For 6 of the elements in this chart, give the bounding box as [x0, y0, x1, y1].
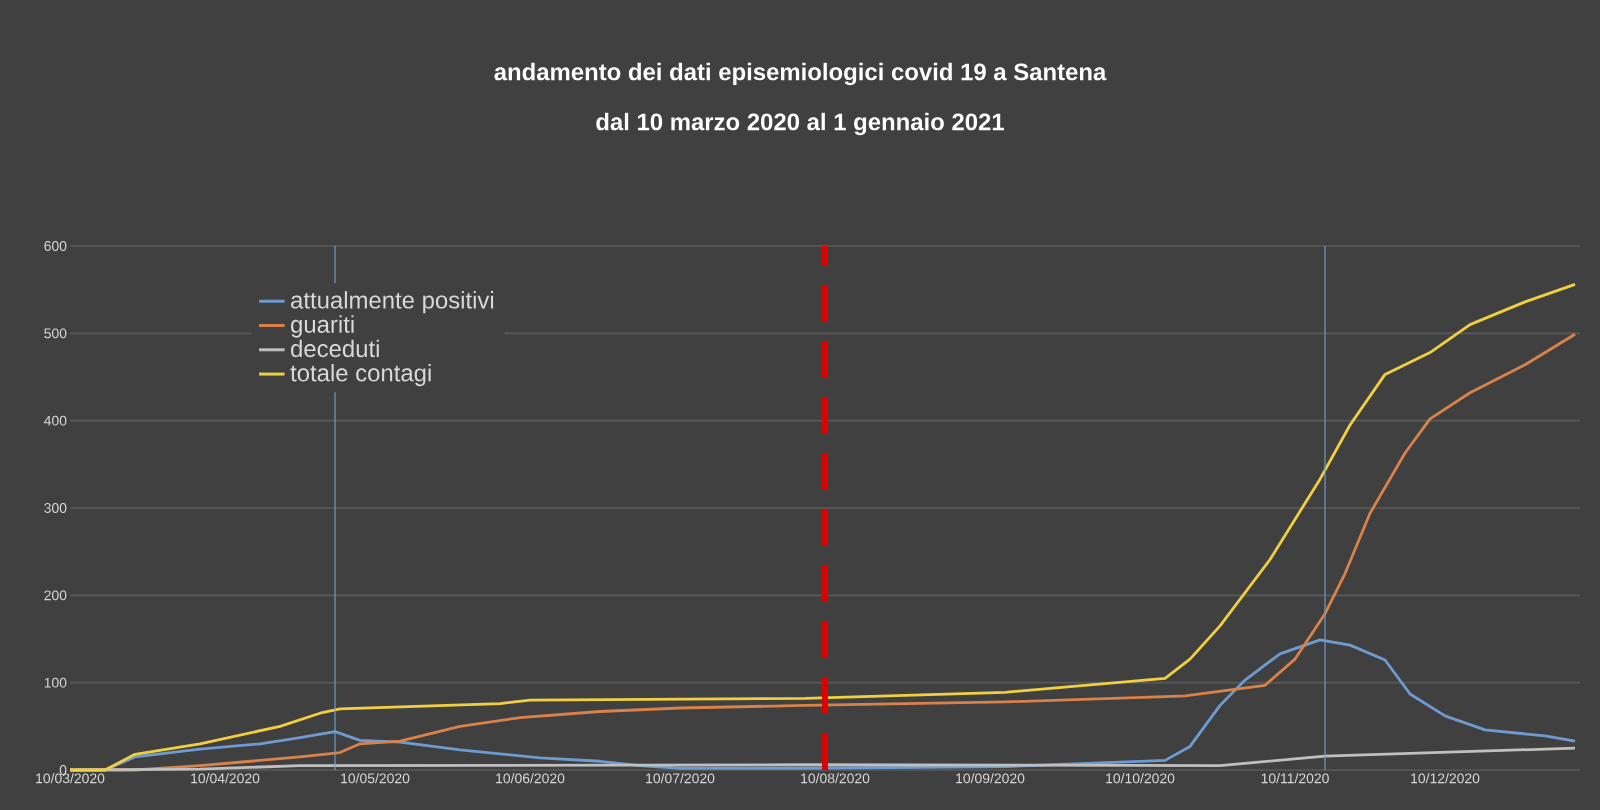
legend-label: totale contagi: [290, 363, 431, 387]
legend-label: guariti: [291, 315, 354, 338]
chart-subtitle: dal 10 marzo 2020 al 1 gennaio 2021: [596, 112, 1004, 136]
legend-label: deceduti: [291, 339, 379, 358]
chart-title: andamento dei dati episemiologici covid 19 a Santena: [494, 62, 1107, 86]
legend-label: attualmente positivi: [291, 291, 494, 314]
